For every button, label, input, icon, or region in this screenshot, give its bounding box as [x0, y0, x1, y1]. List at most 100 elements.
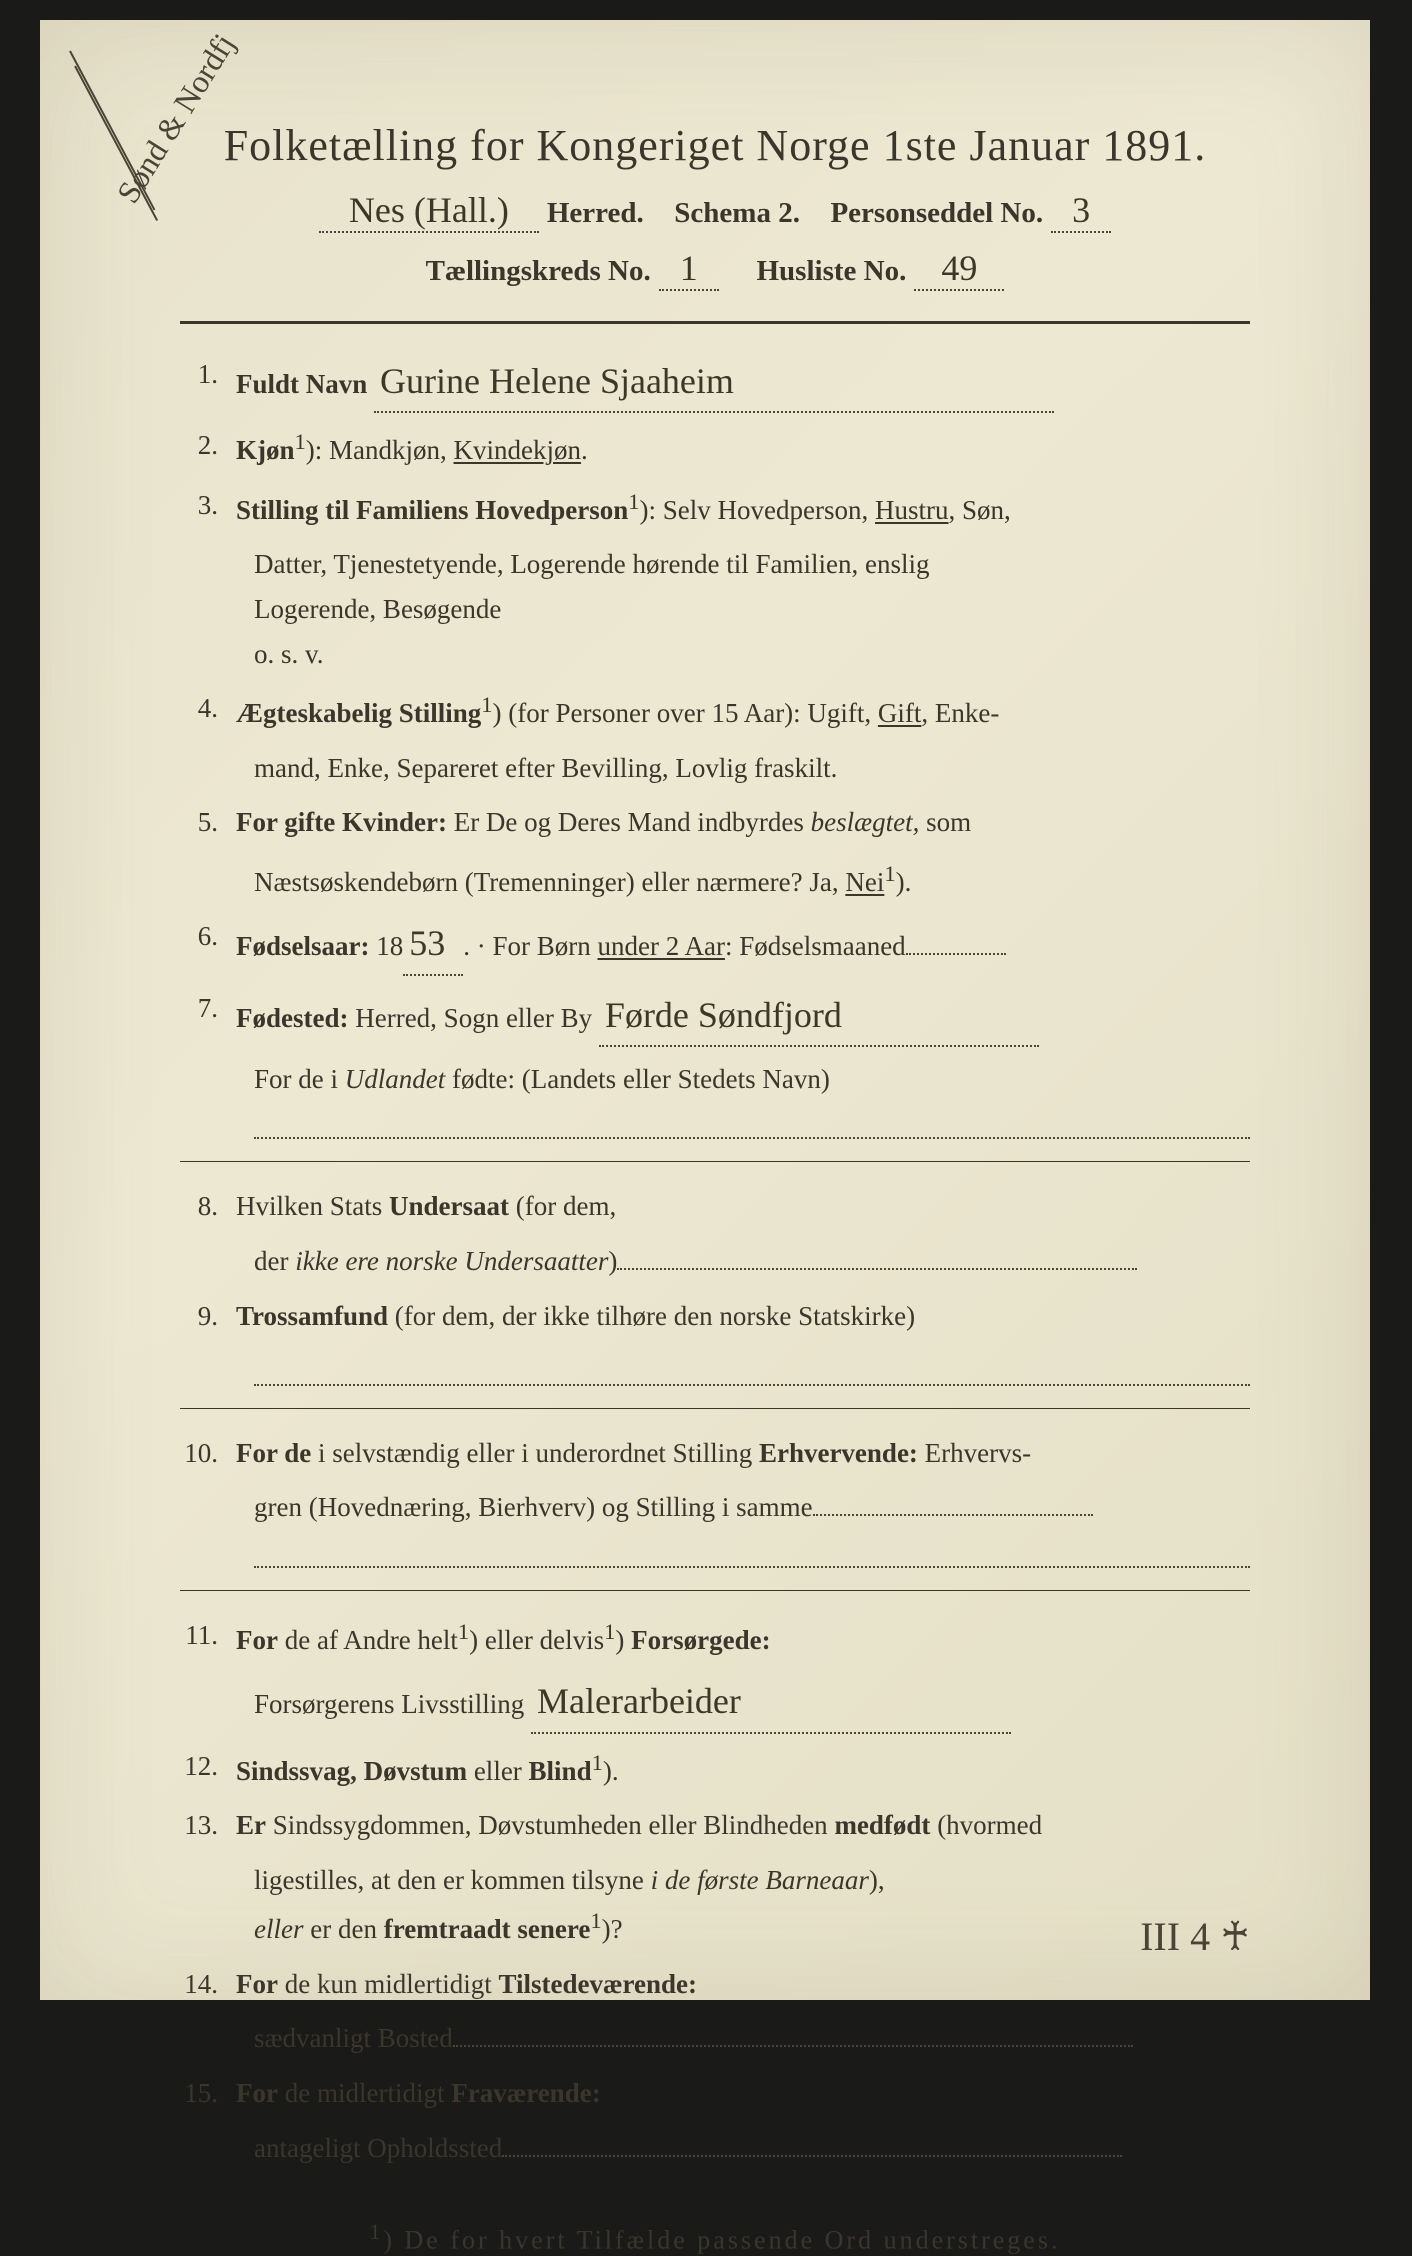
- q15-blank: [502, 2155, 1122, 2157]
- q7-line1a: Herred, Sogn eller By: [348, 1003, 592, 1033]
- q14-blank: [453, 2045, 1133, 2047]
- personseddel-no: 3: [1051, 189, 1111, 233]
- q12-num: 12.: [180, 1744, 236, 1794]
- q7-label: Fødested:: [236, 1003, 348, 1033]
- q11-label-a: For: [236, 1625, 278, 1655]
- q11-num: 11.: [180, 1613, 236, 1663]
- q6-year: 53: [403, 914, 463, 975]
- q3-num: 3.: [180, 483, 236, 533]
- q14-row: 14. For de kun midlertidigt Tilstedevære…: [180, 1962, 1250, 2007]
- q12-label: Sindssvag, Døvstum: [236, 1756, 467, 1786]
- q14-line2: sædvanligt Bosted: [254, 2023, 453, 2053]
- q13-label: Er: [236, 1810, 266, 1840]
- q1-label: Fuldt Navn: [236, 369, 367, 399]
- taellingskreds-label: Tællingskreds No.: [426, 255, 651, 288]
- q4-line1a: ) (for Personer over 15 Aar): Ugift,: [493, 698, 878, 728]
- divider-top: [180, 321, 1250, 324]
- q13-line3c: )?: [602, 1914, 623, 1944]
- q14-text: de kun midlertidigt: [278, 1969, 498, 1999]
- q10-blank: [813, 1514, 1093, 1516]
- q4-label: Ægteskabelig Stilling: [236, 698, 481, 728]
- q15-label: For: [236, 2078, 278, 2108]
- header-row-2: Tællingskreds No. 1 Husliste No. 49: [180, 247, 1250, 291]
- herred-value: Nes (Hall.): [319, 189, 539, 233]
- q8-line2: der: [254, 1246, 295, 1276]
- divider-3: [180, 1590, 1250, 1591]
- q1-num: 1.: [180, 352, 236, 413]
- q1-row: 1. Fuldt Navn Gurine Helene Sjaaheim: [180, 352, 1250, 413]
- q3-sup: 1: [628, 489, 639, 514]
- q5-num: 5.: [180, 800, 236, 845]
- schema-label: Schema 2.: [674, 197, 800, 230]
- q14-label: For: [236, 1969, 278, 1999]
- taellingskreds-no: 1: [659, 247, 719, 291]
- q7-blank-line: [254, 1102, 1250, 1140]
- q4-underlined: Gift: [878, 698, 922, 728]
- footnote-sup: 1: [370, 2220, 384, 2244]
- q4-line1b: , Enke-: [921, 698, 999, 728]
- q15-num: 15.: [180, 2071, 236, 2116]
- q11-label-b: Forsørgede:: [631, 1625, 770, 1655]
- q11-line2-label: Forsørgerens Livsstilling: [254, 1689, 524, 1719]
- q8-label: Undersaat: [389, 1191, 509, 1221]
- q6-month: [906, 953, 1006, 955]
- q6-mid: . · For Børn: [463, 931, 597, 961]
- q11-text-b: ) eller delvis: [469, 1625, 604, 1655]
- q13-line1: Sindssygdommen, Døvstumheden eller Blind…: [266, 1810, 834, 1840]
- q3-line1b: , Søn,: [949, 495, 1011, 525]
- q14-bold: Tilstedeværende:: [498, 1969, 697, 1999]
- q13-bold1: medfødt: [834, 1810, 930, 1840]
- q3-line1a: ): Selv Hovedperson,: [640, 495, 875, 525]
- q12-sup: 1: [592, 1750, 603, 1775]
- q4-num: 4.: [180, 686, 236, 736]
- q5-label: For gifte Kvinder:: [236, 807, 447, 837]
- q11-value: Malerarbeider: [531, 1672, 1011, 1733]
- q8-row: 8. Hvilken Stats Undersaat (for dem,: [180, 1184, 1250, 1229]
- form-title: Folketælling for Kongeriget Norge 1ste J…: [180, 120, 1250, 171]
- q12-text-a: eller: [467, 1756, 528, 1786]
- q2-text-b: .: [581, 435, 588, 465]
- q9-row: 9. Trossamfund (for dem, der ikke tilhør…: [180, 1294, 1250, 1339]
- q6-end: : Fødselsmaaned: [725, 931, 906, 961]
- bottom-annotation: III 4 ♰: [1140, 1913, 1250, 1960]
- q5-line1: Er De og Deres Mand indbyrdes: [447, 807, 811, 837]
- q3-row: 3. Stilling til Familiens Hovedperson1):…: [180, 483, 1250, 533]
- q8-line1a: Hvilken Stats: [236, 1191, 389, 1221]
- q9-blank-line: [254, 1348, 1250, 1386]
- q9-text: (for dem, der ikke tilhøre den norske St…: [388, 1301, 915, 1331]
- q2-num: 2.: [180, 423, 236, 473]
- q5-row: 5. For gifte Kvinder: Er De og Deres Man…: [180, 800, 1250, 845]
- personseddel-label: Personseddel No.: [830, 197, 1043, 230]
- q11-sup2: 1: [604, 1619, 615, 1644]
- footnote: 1) De for hvert Tilfælde passende Ord un…: [180, 2220, 1250, 2256]
- q13-line2b: ),: [869, 1865, 885, 1895]
- q13-line1-end: (hvormed: [930, 1810, 1042, 1840]
- q5-line2b: ).: [896, 867, 912, 897]
- header-row-1: Nes (Hall.) Herred. Schema 2. Personsedd…: [180, 189, 1250, 233]
- q3-line4: o. s. v.: [180, 632, 1250, 677]
- q6-under2: under 2 Aar: [597, 931, 724, 961]
- q3-line2: Datter, Tjenestetyende, Logerende hørend…: [180, 542, 1250, 587]
- q12-label-b: Blind: [529, 1756, 592, 1786]
- q10-label-a: For de: [236, 1438, 311, 1468]
- husliste-label: Husliste No.: [756, 255, 906, 288]
- q4-row: 4. Ægteskabelig Stilling1) (for Personer…: [180, 686, 1250, 736]
- q2-row: 2. Kjøn1): Mandkjøn, Kvindekjøn.: [180, 423, 1250, 473]
- q14-num: 14.: [180, 1962, 236, 2007]
- q13-row: 13. Er Sindssygdommen, Døvstumheden elle…: [180, 1803, 1250, 1848]
- q10-line2: gren (Hovednæring, Bierhverv) og Stillin…: [254, 1492, 813, 1522]
- q9-label: Trossamfund: [236, 1301, 388, 1331]
- q8-line1b: (for dem,: [509, 1191, 616, 1221]
- q6-num: 6.: [180, 914, 236, 975]
- q2-sup: 1: [295, 429, 306, 454]
- q13-italic1: i de første Barneaar: [651, 1865, 869, 1895]
- q4-sup: 1: [481, 692, 492, 717]
- q10-blank-line: [254, 1530, 1250, 1568]
- q13-italic2: eller: [254, 1914, 303, 1944]
- q7-value: Førde Søndfjord: [599, 986, 1039, 1047]
- q6-row: 6. Fødselsaar: 1853. · For Børn under 2 …: [180, 914, 1250, 975]
- q15-bold: Fraværende:: [451, 2078, 600, 2108]
- q11-row: 11. For de af Andre helt1) eller delvis1…: [180, 1613, 1250, 1663]
- q15-row: 15. For de midlertidigt Fraværende:: [180, 2071, 1250, 2116]
- q10-num: 10.: [180, 1431, 236, 1476]
